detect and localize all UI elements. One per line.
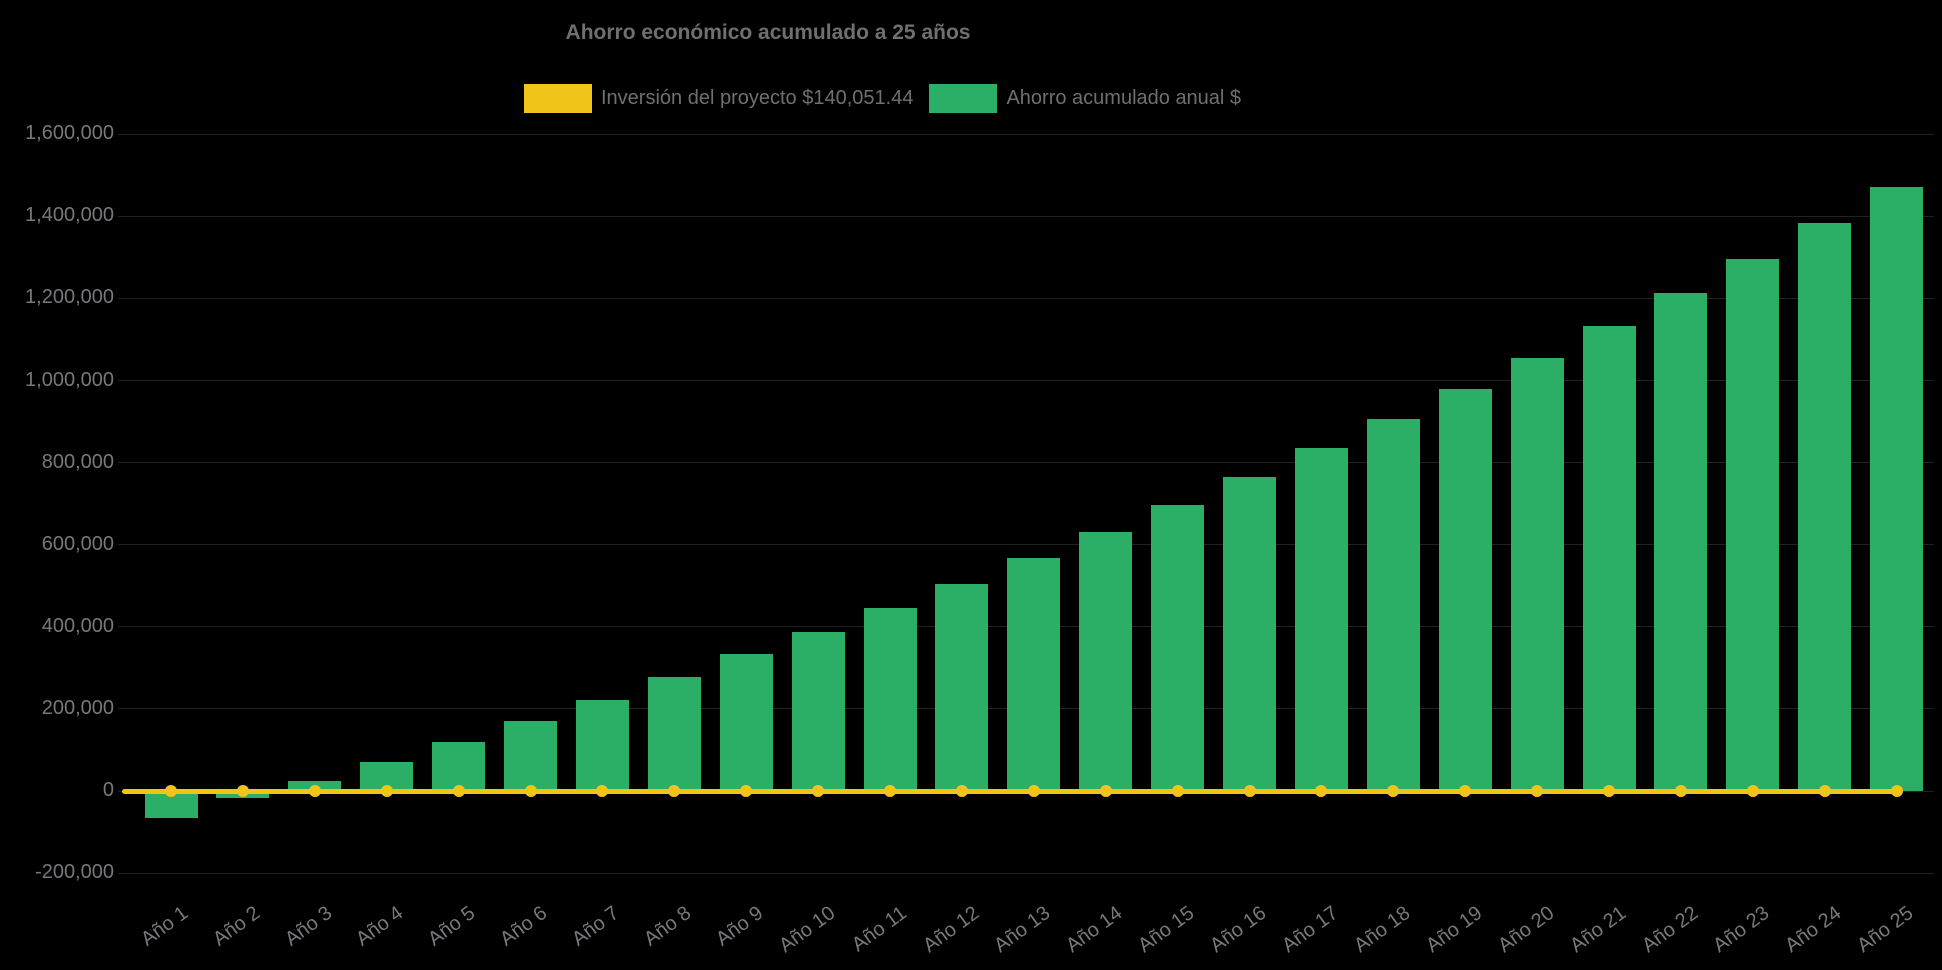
x-tick-label: Año 21 [1565, 902, 1630, 958]
line-marker [1459, 785, 1472, 797]
bar-año-11[interactable] [863, 607, 917, 791]
line-marker [1531, 785, 1544, 797]
x-tick-label: Año 20 [1493, 902, 1559, 958]
x-tick-label: Año 24 [1781, 902, 1846, 958]
line-marker [1171, 785, 1184, 797]
line-marker [1099, 785, 1112, 797]
y-tick-label: 800,000 [41, 450, 114, 473]
legend-label: Ahorro acumulado anual $ [1006, 87, 1242, 109]
bar-año-10[interactable] [791, 631, 845, 791]
x-tick-label: Año 1 [136, 902, 192, 951]
bar-año-12[interactable] [935, 583, 989, 791]
line-marker [1243, 785, 1256, 797]
x-tick-label: Año 7 [568, 902, 624, 951]
y-tick-label: -200,000 [35, 861, 114, 884]
line-marker [1387, 785, 1400, 797]
line-marker [812, 785, 825, 797]
line-marker [1818, 785, 1831, 797]
y-tick-label: 1,400,000 [25, 204, 114, 227]
x-tick-label: Año 17 [1278, 902, 1343, 958]
gridline [118, 380, 1934, 381]
line-marker [1315, 785, 1328, 797]
bar-año-6[interactable] [504, 721, 557, 791]
bar-año-20[interactable] [1510, 357, 1564, 791]
x-tick-label: Año 16 [1206, 902, 1271, 958]
x-tick-label: Año 3 [280, 902, 336, 951]
line-marker [668, 785, 681, 797]
y-tick-label: 400,000 [41, 614, 114, 637]
bar-año-13[interactable] [1007, 558, 1061, 791]
legend-label: Inversión del proyecto $140,051.44 [601, 87, 914, 109]
investment-line [122, 788, 1900, 794]
bar-año-25[interactable] [1870, 187, 1924, 791]
line-marker [236, 785, 249, 797]
line-marker [955, 785, 968, 797]
bar-año-22[interactable] [1654, 293, 1708, 791]
x-tick-label: Año 10 [774, 902, 840, 958]
x-tick-label: Año 22 [1637, 902, 1702, 958]
bar-año-23[interactable] [1726, 258, 1780, 791]
y-tick-label: 600,000 [41, 532, 114, 555]
bar-año-7[interactable] [575, 699, 629, 791]
chart-title: Ahorro económico acumulado a 25 años [565, 21, 971, 44]
x-tick-label: Año 4 [352, 902, 408, 951]
gridline [118, 297, 1934, 299]
x-tick-label: Año 6 [496, 902, 552, 951]
line-marker [1674, 785, 1687, 797]
y-tick-label: 1,600,000 [25, 122, 114, 145]
bar-año-8[interactable] [647, 676, 701, 791]
line-marker [1027, 785, 1040, 797]
x-tick-label: Año 19 [1421, 902, 1487, 958]
y-tick-label: 200,000 [41, 696, 114, 719]
gridline [118, 215, 1934, 217]
gridline [118, 133, 1934, 135]
line-marker [524, 785, 537, 797]
x-tick-label: Año 13 [990, 902, 1055, 958]
y-tick-label: 0 [102, 779, 114, 801]
legend-swatch [524, 84, 592, 113]
x-tick-label: Año 11 [847, 902, 911, 957]
bar-año-19[interactable] [1438, 388, 1492, 791]
line-marker [380, 785, 393, 797]
bar-año-14[interactable] [1079, 532, 1133, 791]
line-marker [452, 785, 465, 797]
bar-año-18[interactable] [1366, 418, 1420, 791]
x-tick-label: Año 2 [208, 902, 264, 951]
gridline [118, 462, 1934, 464]
x-tick-label: Año 5 [424, 902, 480, 951]
x-tick-label: Año 8 [640, 902, 696, 951]
line-marker [1603, 785, 1615, 797]
line-marker [1890, 785, 1903, 797]
x-tick-label: Año 12 [918, 902, 983, 958]
bar-año-17[interactable] [1294, 448, 1348, 791]
gridline [118, 544, 1934, 546]
chart-legend: Inversión del proyecto $140,051.44 Ahorro… [524, 84, 1241, 113]
line-marker [884, 785, 896, 797]
bar-año-24[interactable] [1798, 223, 1852, 791]
line-marker [596, 785, 609, 797]
bar-año-16[interactable] [1223, 476, 1276, 791]
legend-swatch [929, 84, 998, 113]
bar-año-21[interactable] [1582, 326, 1636, 791]
x-tick-label: Año 9 [711, 902, 768, 951]
y-tick-label: 1,000,000 [25, 368, 114, 391]
bar-año-5[interactable] [432, 741, 486, 791]
bar-año-9[interactable] [719, 654, 773, 791]
x-tick-label: Año 18 [1350, 902, 1415, 958]
legend-item-line[interactable]: Inversión del proyecto $140,051.44 [524, 84, 913, 113]
x-tick-label: Año 23 [1709, 902, 1774, 958]
line-marker [740, 785, 753, 797]
line-marker [308, 785, 321, 797]
legend-item-bar[interactable]: Ahorro acumulado anual $ [929, 84, 1241, 113]
y-tick-label: 1,200,000 [25, 286, 114, 309]
line-marker [165, 785, 177, 797]
x-tick-label: Año 15 [1134, 902, 1199, 958]
bar-año-15[interactable] [1151, 504, 1205, 791]
gridline [118, 872, 1934, 874]
x-tick-label: Año 14 [1062, 902, 1127, 958]
x-tick-label: Año 25 [1853, 902, 1918, 958]
line-marker [1746, 785, 1759, 797]
